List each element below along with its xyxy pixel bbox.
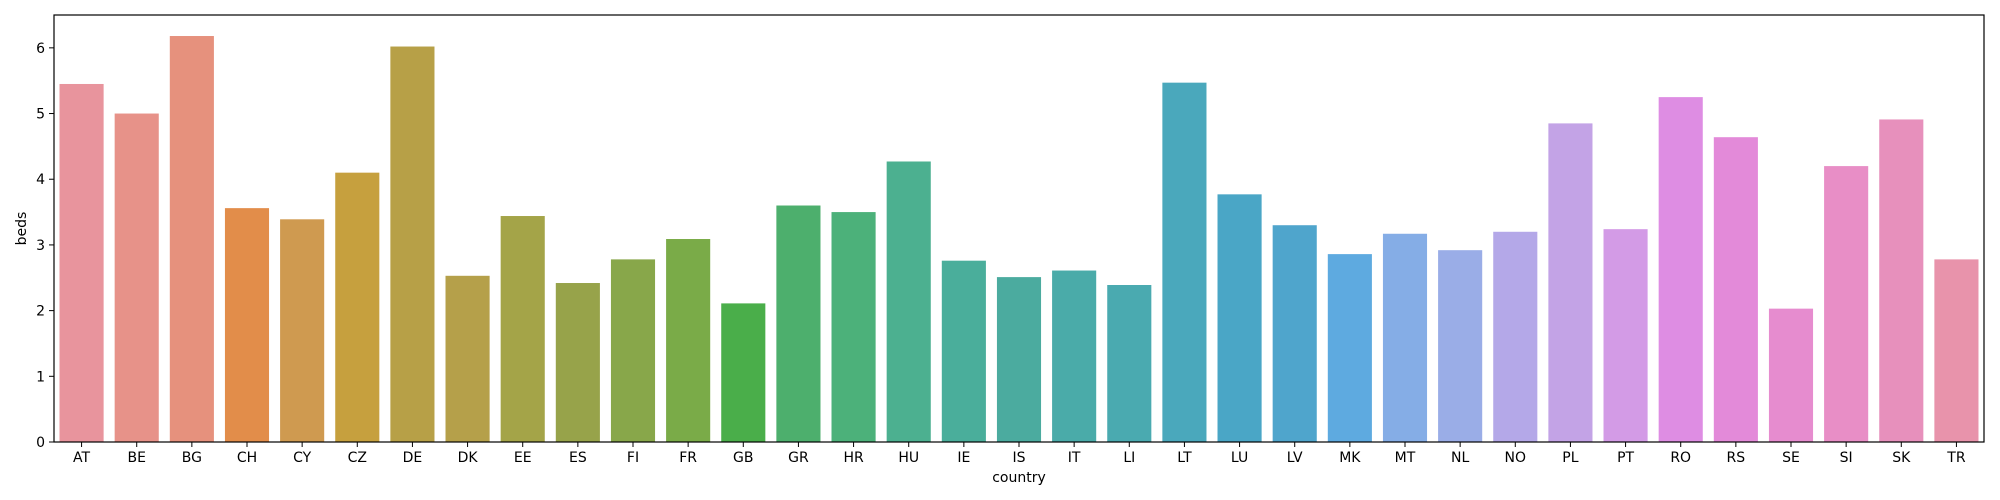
x-tick-label: FI	[627, 450, 639, 466]
x-tick-label: HR	[843, 450, 864, 466]
y-tick-label: 4	[36, 172, 45, 188]
bar-fi	[610, 259, 656, 442]
bar-be	[114, 113, 159, 442]
x-tick-label: IS	[1012, 450, 1025, 466]
bar-bg	[169, 36, 214, 443]
bar-ro	[1658, 97, 1703, 443]
x-tick-label: EE	[514, 450, 532, 466]
bar-it	[1052, 270, 1097, 442]
x-tick-label: SE	[1782, 450, 1800, 466]
x-tick-label: SK	[1892, 450, 1911, 466]
x-tick-label: LT	[1177, 450, 1192, 466]
y-tick-label: 3	[36, 238, 45, 254]
x-tick-label: SI	[1840, 450, 1853, 466]
bar-de	[390, 46, 435, 442]
bar-pt	[1603, 229, 1648, 442]
x-tick-label: MT	[1395, 450, 1416, 466]
bar-gr	[776, 205, 821, 442]
bar-ch	[224, 208, 270, 442]
bar-is	[996, 277, 1042, 442]
x-tick-label: CY	[293, 450, 312, 466]
x-tick-label: MK	[1339, 450, 1361, 466]
bar-mt	[1382, 233, 1428, 442]
x-tick-label: BG	[182, 450, 202, 466]
y-tick-label: 0	[36, 435, 45, 451]
x-tick-label: CH	[237, 450, 257, 466]
bar-lt	[1162, 82, 1207, 442]
y-tick-label: 6	[36, 41, 45, 57]
plot-frame	[53, 14, 1985, 443]
x-tick-label: BE	[127, 450, 145, 466]
x-tick-label: RS	[1727, 450, 1746, 466]
x-tick-label: LU	[1231, 450, 1248, 466]
x-tick-label: LI	[1123, 450, 1135, 466]
bar-gb	[721, 303, 766, 442]
bar-sk	[1879, 119, 1924, 442]
bar-li	[1107, 285, 1152, 442]
x-tick-label: ES	[569, 450, 587, 466]
x-tick-label: CZ	[348, 450, 367, 466]
x-tick-label: AT	[73, 450, 90, 466]
bar-mk	[1327, 254, 1372, 442]
bar-tr	[1934, 259, 1979, 442]
bar-cy	[280, 219, 325, 442]
bar-nl	[1438, 250, 1483, 442]
x-tick-label: NL	[1451, 450, 1469, 466]
y-axis-label: beds	[14, 212, 30, 246]
bar-lu	[1217, 194, 1262, 442]
bar-ie	[941, 260, 986, 442]
x-tick-label: FR	[679, 450, 697, 466]
x-tick-label: GR	[788, 450, 809, 466]
bar-rs	[1713, 137, 1758, 442]
bar-si	[1824, 166, 1869, 442]
x-tick-label: IE	[957, 450, 970, 466]
x-tick-label: HU	[898, 450, 919, 466]
x-tick-label: DK	[458, 450, 479, 466]
bar-no	[1493, 231, 1538, 442]
bar-hu	[886, 161, 931, 443]
x-tick-label: PL	[1562, 450, 1578, 466]
bars	[59, 36, 1979, 443]
x-axis-label: country	[992, 470, 1046, 486]
bar-lv	[1272, 225, 1317, 442]
x-tick-label: RO	[1670, 450, 1691, 466]
bar-se	[1768, 308, 1814, 442]
bar-fr	[666, 239, 711, 442]
bar-cz	[335, 172, 380, 442]
y-tick-label: 2	[36, 304, 45, 320]
y-tick-label: 5	[36, 107, 45, 123]
x-tick-label: PT	[1617, 450, 1634, 466]
x-tick-label: GB	[733, 450, 753, 466]
bar-at	[59, 83, 104, 442]
bar-hr	[831, 212, 876, 442]
y-tick-label: 1	[36, 369, 45, 385]
y-axis-ticks: 0 1 2 3 4 5 6	[36, 41, 54, 451]
x-tick-label: NO	[1505, 450, 1527, 466]
x-tick-label: TR	[1946, 450, 1966, 466]
bar-pl	[1548, 123, 1593, 442]
bar-es	[555, 283, 600, 442]
x-tick-label: IT	[1068, 450, 1081, 466]
x-tick-label: LV	[1287, 450, 1303, 466]
x-tick-label: DE	[403, 450, 423, 466]
bar-dk	[445, 275, 490, 442]
x-axis-ticks: AT BE BG CH CY CZ DE DK EE ES FI FR GB GR HR HU IE IS IT LI…	[73, 442, 1966, 466]
bar-ee	[500, 216, 545, 442]
